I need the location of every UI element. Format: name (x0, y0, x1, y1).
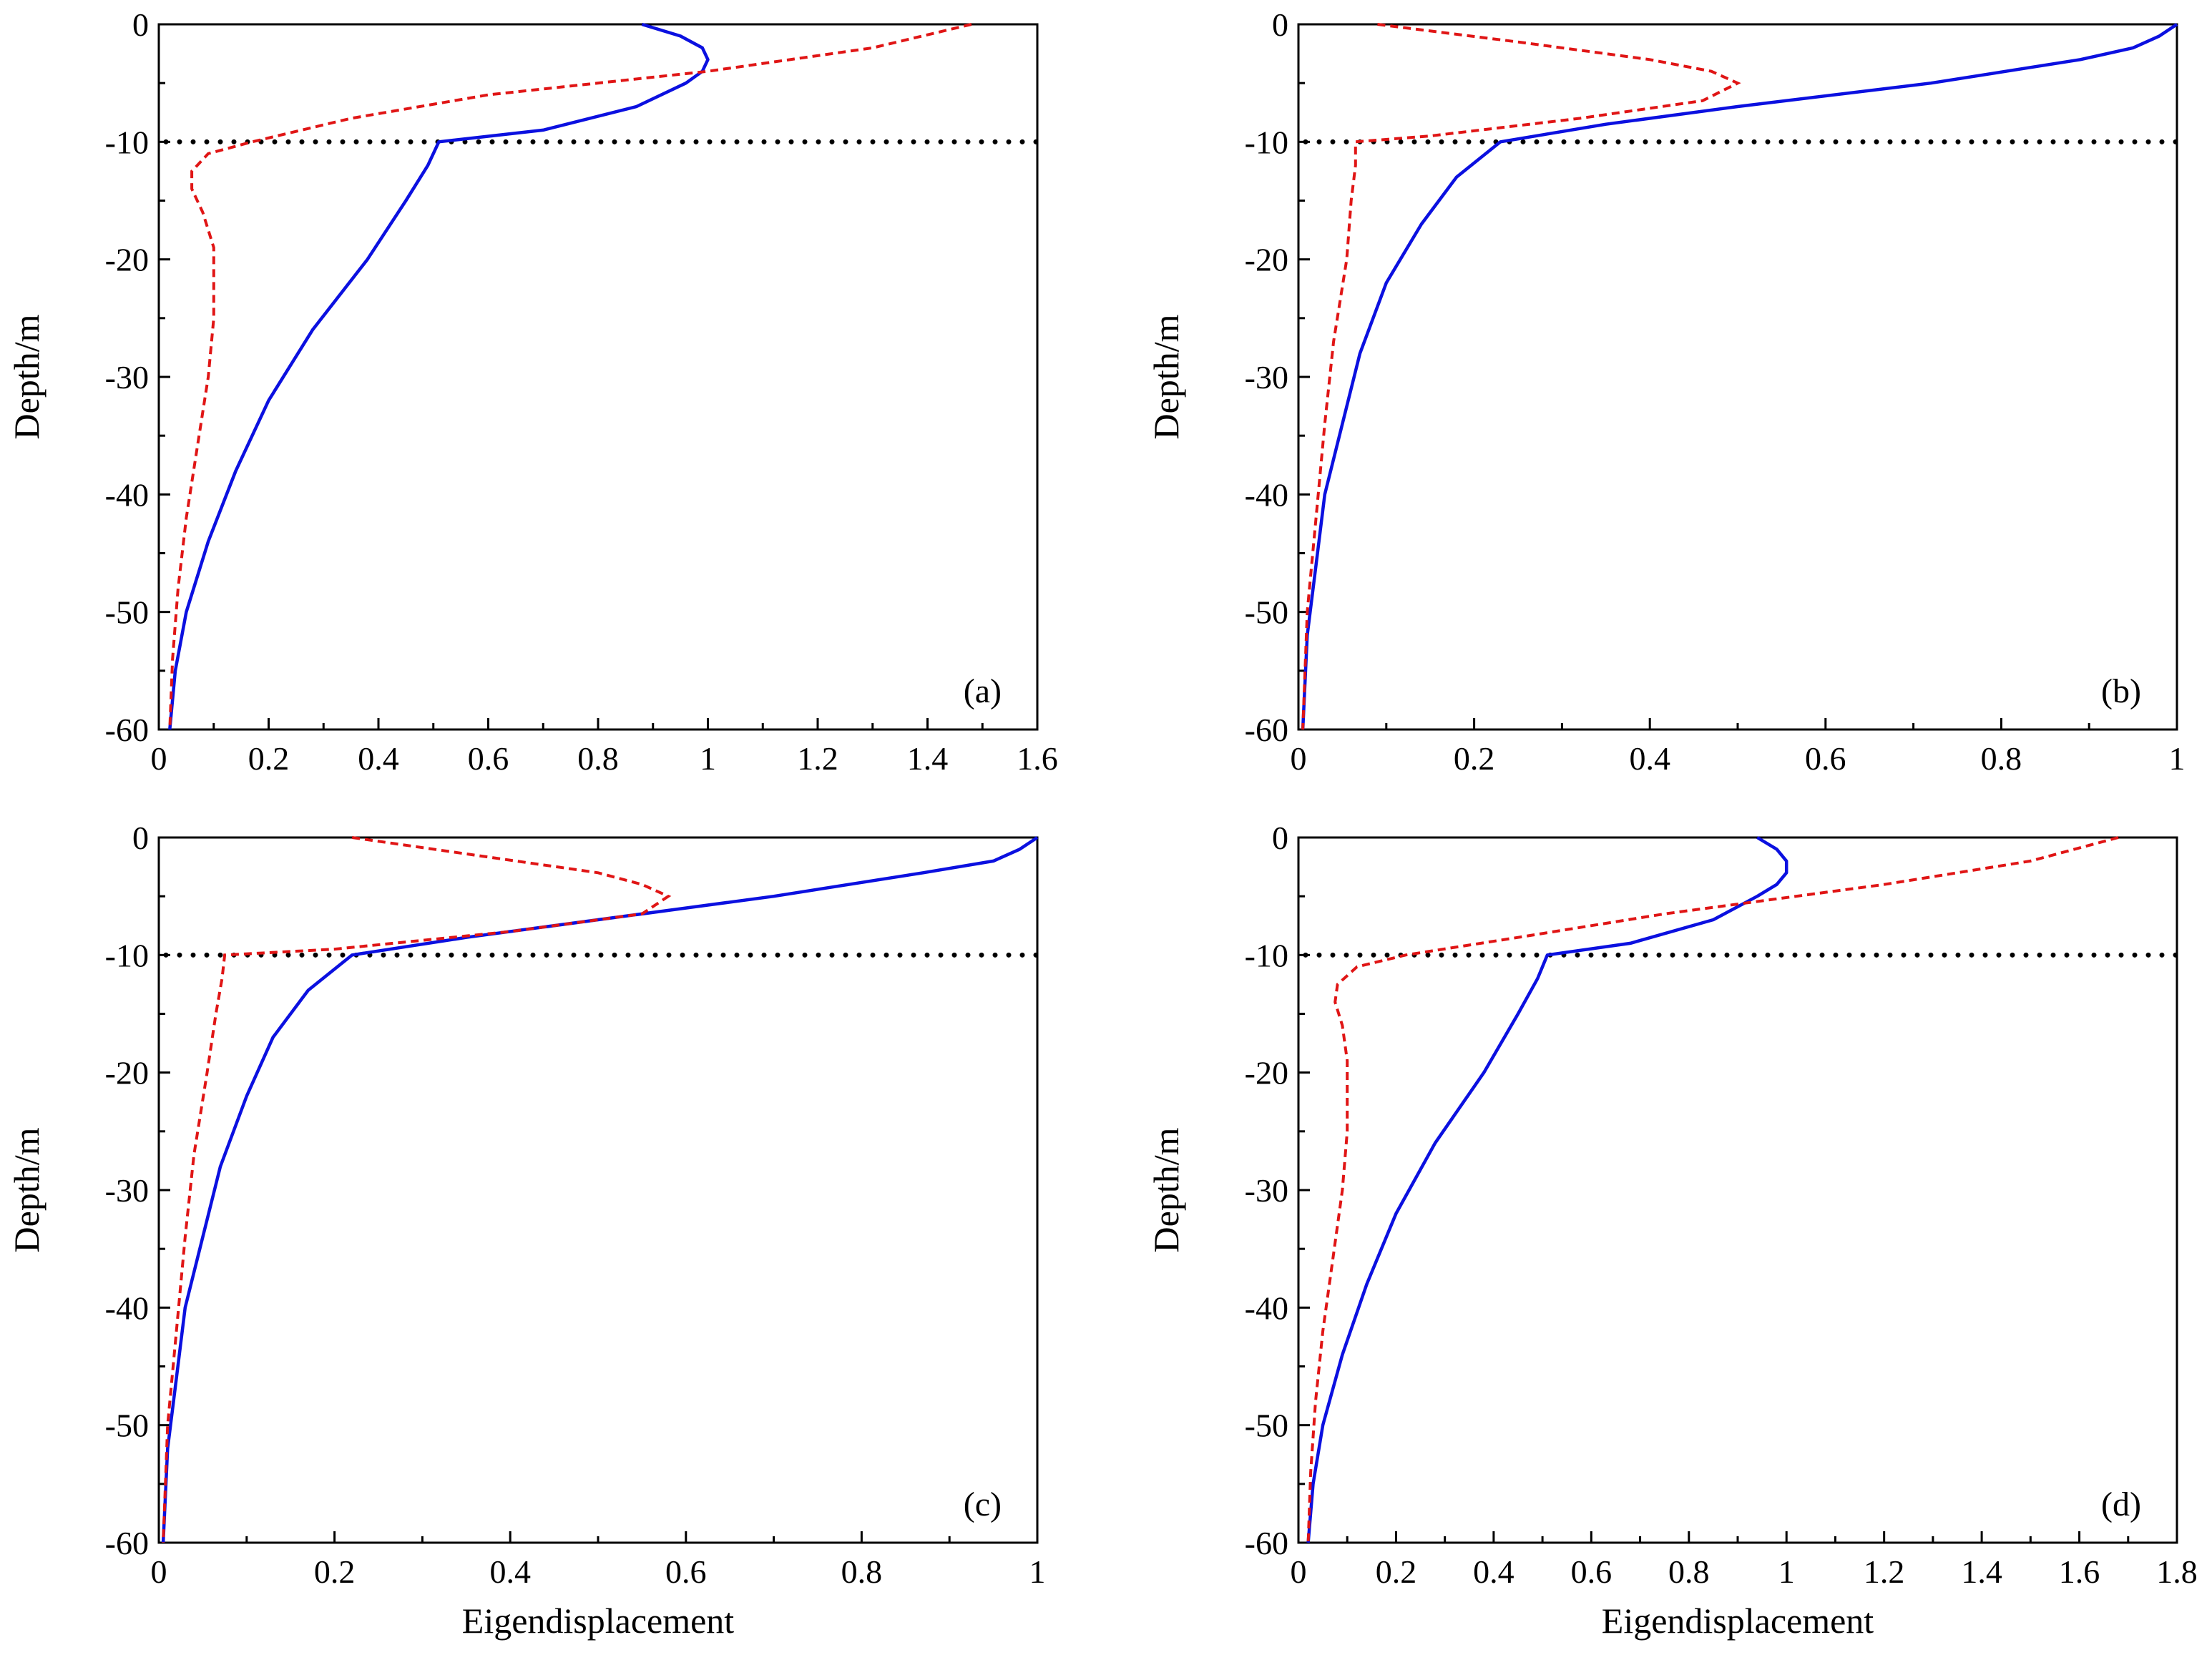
panel-d-series-solid-line (1306, 836, 1788, 1543)
panel-d-x-tick-label: 1.8 (2156, 1553, 2198, 1590)
panel-c-plot-frame (157, 836, 1039, 1544)
panel-c-x-tick-label: 0 (151, 1553, 167, 1590)
panel-d-x-tick-label: 0 (1291, 1553, 1307, 1590)
panel-a-label: (a) (964, 672, 1002, 710)
panel-c-x-axis-title: Eigendisplacement (462, 1601, 735, 1641)
panel-b-plot-frame (1297, 23, 2178, 731)
panel-b: 0 0.2 0.4 0.6 0.8 1 0 -10 -20 -30 -40 -50 -60 Depth/m… (1146, 6, 2186, 777)
panel-c-y-tick-label: -60 (105, 1525, 149, 1561)
panel-b-series-solid-line (1301, 23, 2178, 730)
panel-b-y-tick-label: -40 (1245, 476, 1288, 513)
panel-c-label: (c) (964, 1485, 1002, 1523)
panel-a-y-tick-label: -10 (105, 124, 149, 160)
panel-a-x-tick-label: 1.2 (797, 740, 838, 777)
panel-d-y-tick-label: -60 (1245, 1525, 1288, 1561)
panel-c-y-tick-label: -10 (105, 937, 149, 973)
panel-d-y-tick-label: -40 (1245, 1290, 1288, 1326)
panel-a-x-tick-label: 0.6 (468, 740, 509, 777)
panel-d: 0 0.2 0.4 0.6 0.8 1 1.2 1.4 1.6 1.8 0 -10 -20 -30 -40 -… (1146, 820, 2198, 1641)
panel-a-x-tick-label: 1 (700, 740, 716, 777)
panel-c-y-tick-label: 0 (132, 820, 149, 856)
panel-c-y-tick-label: -30 (105, 1172, 149, 1209)
panel-d-y-tick-label: -20 (1245, 1055, 1288, 1091)
panel-a: 0 0.2 0.4 0.6 0.8 1 1.2 1.4 1.6 0 -10 -20 -30 -40 -50 -… (6, 6, 1058, 777)
panel-d-x-tick-label: 1.4 (1961, 1553, 2002, 1590)
panel-a-plot-frame (157, 23, 1039, 731)
panel-d-x-tick-label: 0.6 (1571, 1553, 1612, 1590)
panel-c-y-axis-title: Depth/m (6, 1127, 47, 1252)
panel-d-x-tick-label: 0.8 (1668, 1553, 1710, 1590)
panel-b-y-tick-label: -10 (1245, 124, 1288, 160)
panel-b-y-tick-label: -20 (1245, 242, 1288, 278)
panel-b-x-tick-label: 0 (1291, 740, 1307, 777)
panel-b-y-tick-label: -60 (1245, 712, 1288, 748)
panel-a-x-tick-label: 0.8 (577, 740, 619, 777)
panel-b-y-tick-label: -50 (1245, 594, 1288, 631)
panel-a-x-tick-label: 1.4 (907, 740, 949, 777)
panel-c-y-tick-label: -20 (105, 1055, 149, 1091)
panel-d-y-tick-label: -30 (1245, 1172, 1288, 1209)
panel-b-x-tick-label: 0.2 (1454, 740, 1495, 777)
panel-a-y-tick-label: -50 (105, 594, 149, 631)
panel-d-x-axis-title: Eigendisplacement (1602, 1601, 1874, 1641)
panel-a-y-tick-label: -30 (105, 359, 149, 396)
panel-d-x-tick-label: 1 (1778, 1553, 1795, 1590)
panel-b-series-dashed-line (1301, 23, 1741, 730)
panel-d-plot-frame (1297, 836, 2178, 1544)
panel-b-x-tick-label: 0.4 (1629, 740, 1670, 777)
panel-a-y-axis-title: Depth/m (6, 314, 47, 439)
panel-b-y-axis-title: Depth/m (1146, 314, 1186, 439)
panel-d-x-tick-label: 1.6 (2059, 1553, 2100, 1590)
panel-d-y-tick-label: 0 (1272, 820, 1288, 856)
panel-d-y-tick-label: -50 (1245, 1408, 1288, 1444)
panel-c-x-tick-label: 0.8 (841, 1553, 883, 1590)
panel-d-x-tick-label: 1.2 (1864, 1553, 1905, 1590)
panel-b-x-tick-label: 0.6 (1805, 740, 1846, 777)
panel-c-series-dashed-line (162, 836, 672, 1543)
panel-d-series-dashed-line (1306, 836, 2119, 1543)
panel-b-x-tick-label: 1 (2169, 740, 2186, 777)
panel-b-y-tick-label: -30 (1245, 359, 1288, 396)
panel-d-label: (d) (2101, 1485, 2141, 1523)
panel-c-x-tick-label: 0.6 (665, 1553, 707, 1590)
panel-c-x-tick-label: 1 (1029, 1553, 1046, 1590)
panel-d-x-tick-label: 0.4 (1473, 1553, 1514, 1590)
panel-b-x-tick-label: 0.8 (1981, 740, 2022, 777)
panel-c: 0 0.2 0.4 0.6 0.8 1 0 -10 -20 -30 -40 -50 -60 Depth/m… (6, 820, 1046, 1641)
panel-d-y-axis-title: Depth/m (1146, 1127, 1186, 1252)
panel-a-y-tick-label: 0 (132, 6, 149, 43)
panel-a-x-tick-label: 0.2 (248, 740, 290, 777)
panel-a-y-tick-label: -60 (105, 712, 149, 748)
panel-c-x-tick-label: 0.2 (314, 1553, 356, 1590)
panel-b-label: (b) (2101, 672, 2141, 710)
panel-a-x-tick-label: 1.6 (1017, 740, 1058, 777)
panel-c-y-tick-label: -50 (105, 1408, 149, 1444)
panel-d-x-tick-label: 0.2 (1376, 1553, 1417, 1590)
panel-b-y-tick-label: 0 (1272, 6, 1288, 43)
panel-a-x-tick-label: 0.4 (358, 740, 399, 777)
panel-a-y-tick-label: -20 (105, 242, 149, 278)
panel-c-y-tick-label: -40 (105, 1290, 149, 1326)
panel-a-y-tick-label: -40 (105, 476, 149, 513)
panel-c-x-tick-label: 0.4 (489, 1553, 531, 1590)
panel-d-y-tick-label: -10 (1245, 937, 1288, 973)
panel-a-series-dashed-line (168, 23, 972, 730)
panel-c-series-solid-line (161, 836, 1039, 1543)
panel-a-series-solid-line (168, 22, 710, 730)
panel-a-x-tick-label: 0 (151, 740, 167, 777)
